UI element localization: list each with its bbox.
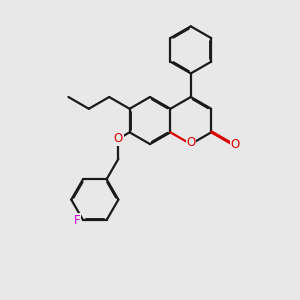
- Text: F: F: [74, 214, 80, 226]
- Text: O: O: [186, 136, 195, 149]
- Text: O: O: [230, 138, 240, 151]
- Text: O: O: [114, 132, 123, 145]
